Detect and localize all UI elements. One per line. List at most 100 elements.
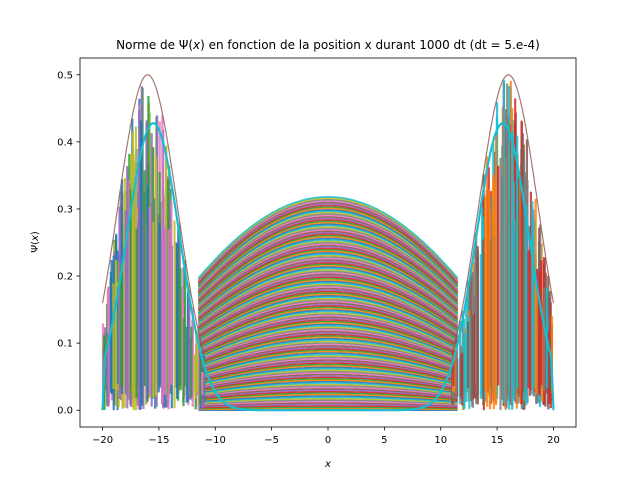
time-step-curve-center [198, 333, 458, 364]
time-step-curve-center [198, 375, 458, 390]
time-step-curve-center [198, 345, 458, 372]
time-step-curve-center [198, 370, 458, 388]
time-step-curve-center [198, 406, 458, 410]
time-step-curve-center [198, 393, 458, 402]
time-step-curve-center [198, 386, 458, 397]
time-step-curve-center [197, 282, 459, 332]
time-step-curve-center [197, 293, 459, 340]
x-tick-label: −15 [148, 435, 169, 446]
time-step-curve-center [197, 246, 459, 310]
time-step-curve-center [197, 249, 459, 312]
time-step-curve-center [198, 306, 458, 348]
initial-state-curve [101, 122, 555, 412]
time-step-curve-center [198, 403, 458, 408]
y-tick-label: 0.5 [57, 70, 73, 81]
time-step-curve-center [198, 304, 458, 347]
time-step-curve-center [198, 329, 458, 362]
time-step-curve-center [198, 313, 458, 352]
y-axis-ticks: 0.0 0.1 0.2 0.3 0.4 0.5 [57, 70, 80, 417]
time-step-curve-center [197, 287, 459, 336]
time-step-curve-center [197, 286, 459, 335]
time-step-curve-center [197, 266, 459, 323]
time-step-curve-center [197, 280, 459, 332]
time-step-curve-center [197, 200, 459, 282]
time-step-curve-center [198, 332, 458, 364]
time-step-curve-center [198, 340, 458, 369]
time-step-curve-center [197, 284, 459, 334]
x-tick-label: 15 [491, 435, 504, 446]
time-step-curve-center [197, 264, 459, 322]
time-step-curve-center [197, 196, 459, 279]
time-step-curve-center [197, 292, 459, 339]
time-step-curve-center [198, 367, 458, 386]
time-step-curve-center [198, 357, 458, 380]
time-step-curve-center [197, 250, 459, 313]
time-step-curve-center [197, 219, 459, 293]
time-step-curve-center [197, 261, 459, 320]
time-step-curve-center [197, 221, 459, 295]
time-step-curve-center [197, 229, 459, 300]
time-step-curve-center [198, 336, 458, 366]
time-step-curve-center [197, 256, 459, 317]
time-step-curve-center [197, 201, 459, 283]
x-tick-label: −10 [205, 435, 226, 446]
time-step-curve-center [197, 243, 459, 308]
time-step-curve-center [197, 203, 459, 284]
time-step-curve-center [197, 294, 459, 340]
time-step-curve-center [198, 355, 458, 378]
time-step-curve-center [198, 309, 458, 349]
time-step-curve-center [198, 322, 458, 357]
time-step-curve-center [198, 320, 458, 357]
lobe-envelope-curve [101, 74, 205, 355]
time-step-curve-center [197, 206, 459, 285]
time-step-curve-center [198, 352, 458, 376]
time-step-curve-center [197, 254, 459, 316]
time-step-curve-center [198, 360, 458, 381]
time-step-curve-center [197, 207, 459, 286]
x-tick-label: 20 [547, 435, 560, 446]
time-step-curve-center [198, 379, 458, 393]
y-tick-label: 0.2 [57, 272, 73, 283]
time-step-curve-center [197, 259, 459, 318]
time-step-curve-center [198, 390, 458, 400]
time-step-curve-center [198, 377, 458, 392]
time-step-curve-center [198, 399, 458, 405]
y-axis-label: Ψ(x) [30, 231, 41, 253]
time-step-curve-center [198, 380, 458, 394]
time-step-curve-center [198, 342, 458, 370]
time-step-curve-center [197, 234, 459, 303]
series-group [101, 74, 555, 412]
time-step-curve-center [197, 273, 459, 327]
time-step-curve-center [198, 303, 458, 346]
y-tick-label: 0.4 [57, 137, 73, 148]
time-step-curve-center [197, 230, 459, 300]
y-tick-label: 0.0 [57, 406, 73, 417]
time-step-curve-center [197, 244, 459, 309]
time-step-curve-center [198, 353, 458, 377]
time-step-curve-center [197, 270, 459, 325]
time-step-curve-center [197, 297, 459, 342]
x-tick-label: 0 [325, 435, 331, 446]
plot-area [101, 74, 555, 412]
time-step-curve-center [198, 302, 458, 345]
chart-title: Norme de Ψ(x) en fonction de la position… [116, 38, 540, 52]
time-step-curve-center [198, 382, 458, 395]
time-step-curve-center [197, 290, 459, 338]
x-axis-label: x [324, 459, 331, 470]
time-step-curve-center [198, 385, 458, 396]
time-step-curve-center [197, 300, 459, 344]
time-step-curve-center [198, 316, 458, 354]
time-step-curve-center [198, 376, 458, 391]
time-step-curve-center [197, 283, 459, 333]
time-step-curve-center [198, 395, 458, 403]
time-step-curve-center [198, 317, 458, 355]
time-step-curve-center [198, 323, 458, 358]
time-step-curve-center [197, 274, 459, 328]
time-step-curve-center [198, 350, 458, 375]
time-step-curve-center [197, 204, 459, 285]
time-step-curve-center [197, 272, 459, 326]
time-step-curve-center [197, 237, 459, 305]
time-step-curve-center [197, 216, 459, 292]
time-step-curve-center [197, 223, 459, 296]
